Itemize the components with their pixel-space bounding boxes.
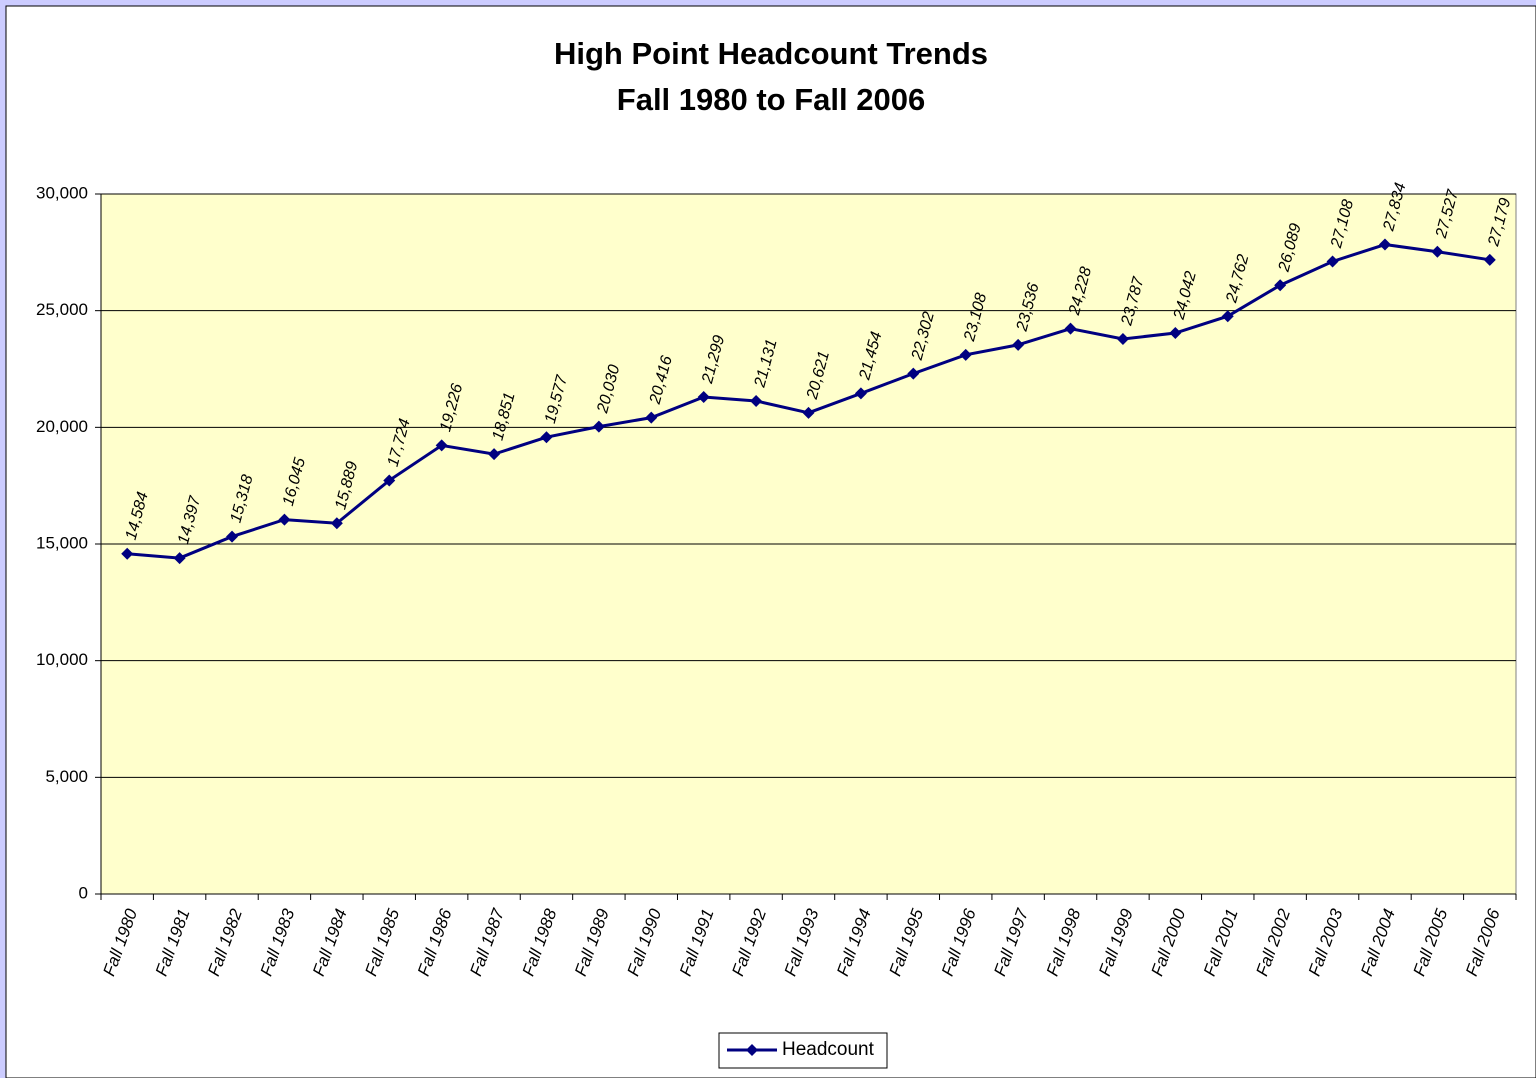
data-point — [959, 348, 972, 361]
y-tick-label: 30,000 — [36, 183, 88, 202]
data-point — [540, 431, 553, 444]
data-point — [1012, 338, 1025, 351]
data-point — [592, 420, 605, 433]
data-point — [121, 547, 134, 560]
data-point — [330, 517, 343, 530]
chart-title: High Point Headcount Trends — [554, 36, 988, 71]
legend-label: Headcount — [782, 1039, 875, 1060]
data-point — [1378, 238, 1391, 251]
data-point — [854, 387, 867, 400]
data-point — [1169, 327, 1182, 340]
data-point — [173, 552, 186, 565]
data-point — [1221, 310, 1234, 323]
data-point — [802, 406, 815, 419]
data-point — [1483, 253, 1496, 266]
data-point — [1326, 255, 1339, 268]
y-tick-label: 15,000 — [36, 533, 88, 552]
data-point — [1116, 332, 1129, 345]
data-point — [697, 391, 710, 404]
data-point — [907, 367, 920, 380]
y-tick-label: 5,000 — [45, 767, 88, 786]
data-point — [226, 530, 239, 543]
y-tick-label: 20,000 — [36, 417, 88, 436]
data-point — [645, 411, 658, 424]
legend-marker — [746, 1044, 758, 1056]
chart-subtitle: Fall 1980 to Fall 2006 — [617, 82, 925, 117]
data-point — [750, 394, 763, 407]
data-point — [435, 439, 448, 452]
data-point — [278, 513, 291, 526]
data-point — [1274, 279, 1287, 292]
data-point — [488, 448, 501, 461]
y-tick-label: 0 — [79, 883, 88, 902]
data-point — [1064, 322, 1077, 335]
y-tick-label: 25,000 — [36, 300, 88, 319]
y-tick-label: 10,000 — [36, 650, 88, 669]
data-point — [1431, 245, 1444, 258]
data-point — [383, 474, 396, 487]
